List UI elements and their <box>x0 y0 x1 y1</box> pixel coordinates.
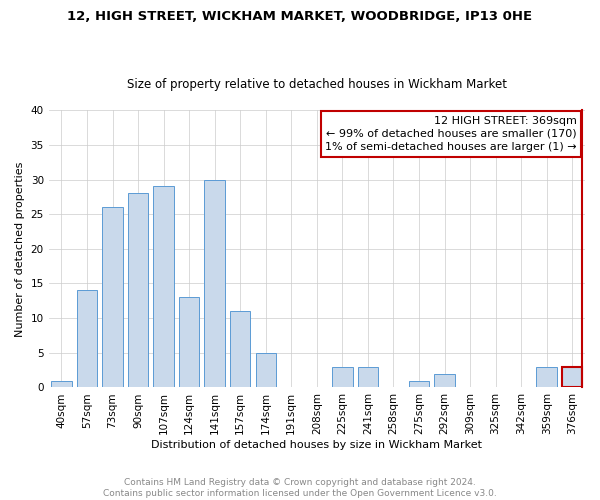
Bar <box>332 366 353 388</box>
Bar <box>562 366 583 388</box>
Bar <box>256 353 276 388</box>
Bar <box>230 311 250 388</box>
Bar <box>409 380 429 388</box>
Bar <box>358 366 378 388</box>
Y-axis label: Number of detached properties: Number of detached properties <box>15 161 25 336</box>
X-axis label: Distribution of detached houses by size in Wickham Market: Distribution of detached houses by size … <box>151 440 482 450</box>
Text: Contains HM Land Registry data © Crown copyright and database right 2024.
Contai: Contains HM Land Registry data © Crown c… <box>103 478 497 498</box>
Text: 12, HIGH STREET, WICKHAM MARKET, WOODBRIDGE, IP13 0HE: 12, HIGH STREET, WICKHAM MARKET, WOODBRI… <box>67 10 533 23</box>
Bar <box>434 374 455 388</box>
Bar <box>128 194 148 388</box>
Bar <box>536 366 557 388</box>
Bar <box>103 208 123 388</box>
Bar <box>51 380 71 388</box>
Text: 12 HIGH STREET: 369sqm
← 99% of detached houses are smaller (170)
1% of semi-det: 12 HIGH STREET: 369sqm ← 99% of detached… <box>325 116 577 152</box>
Bar <box>179 298 199 388</box>
Title: Size of property relative to detached houses in Wickham Market: Size of property relative to detached ho… <box>127 78 507 91</box>
Bar <box>154 186 174 388</box>
Bar <box>205 180 225 388</box>
Bar <box>77 290 97 388</box>
